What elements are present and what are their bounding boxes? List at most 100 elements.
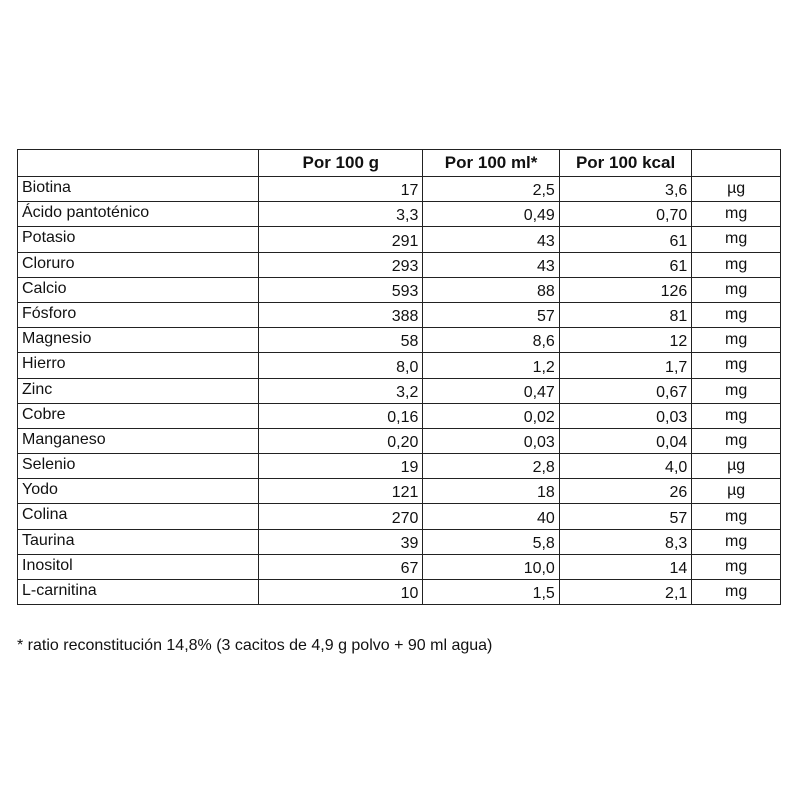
table-row: Cobre 0,16 0,02 0,03 mg	[16, 402, 781, 429]
nutrient-name: Biotina	[16, 175, 260, 203]
value-cell: 43	[422, 251, 560, 278]
column-header	[691, 149, 781, 177]
nutrient-name: Magnesio	[16, 327, 260, 354]
value-cell: 2,8	[422, 453, 560, 480]
value-cell: 593	[258, 276, 424, 303]
value-cell: 8,6	[422, 327, 560, 354]
value-cell: 14	[558, 553, 693, 581]
table-row: Yodo 121 18 26 µg	[16, 478, 781, 505]
value-cell: 1,7	[558, 352, 693, 379]
value-cell: 5,8	[422, 528, 560, 555]
unit-cell: µg	[691, 175, 781, 203]
value-cell: 61	[558, 226, 693, 253]
unit-cell: mg	[691, 226, 781, 253]
value-cell: 0,03	[422, 427, 560, 455]
value-cell: 81	[558, 301, 693, 329]
unit-cell: µg	[691, 478, 781, 505]
value-cell: 88	[422, 276, 560, 303]
value-cell: 4,0	[558, 453, 693, 480]
table-row: Cloruro 293 43 61 mg	[16, 251, 781, 278]
value-cell: 388	[258, 301, 424, 329]
value-cell: 2,5	[422, 175, 560, 203]
value-cell: 18	[422, 478, 560, 505]
nutrient-name: Inositol	[16, 553, 260, 581]
header-row: Por 100 g Por 100 ml* Por 100 kcal	[16, 149, 781, 177]
nutrient-name: L-carnitina	[16, 578, 260, 606]
unit-cell: mg	[691, 377, 781, 404]
value-cell: 2,1	[558, 578, 693, 606]
table-row: Zinc 3,2 0,47 0,67 mg	[16, 377, 781, 404]
value-cell: 0,70	[558, 201, 693, 228]
value-cell: 3,3	[258, 201, 424, 228]
nutrient-name: Ácido pantoténico	[16, 201, 260, 228]
value-cell: 121	[258, 478, 424, 505]
nutrient-name: Manganeso	[16, 427, 260, 455]
unit-cell: µg	[691, 453, 781, 480]
value-cell: 17	[258, 175, 424, 203]
table-row: Ácido pantoténico 3,3 0,49 0,70 mg	[16, 201, 781, 228]
table-row: Hierro 8,0 1,2 1,7 mg	[16, 352, 781, 379]
column-header: Por 100 kcal	[558, 149, 693, 177]
unit-cell: mg	[691, 402, 781, 429]
value-cell: 0,02	[422, 402, 560, 429]
table-row: L-carnitina 10 1,5 2,1 mg	[16, 578, 781, 606]
nutrient-name: Selenio	[16, 453, 260, 480]
nutrient-name: Potasio	[16, 226, 260, 253]
value-cell: 291	[258, 226, 424, 253]
nutrient-name: Calcio	[16, 276, 260, 303]
value-cell: 8,0	[258, 352, 424, 379]
value-cell: 0,16	[258, 402, 424, 429]
unit-cell: mg	[691, 503, 781, 530]
value-cell: 3,2	[258, 377, 424, 404]
unit-cell: mg	[691, 553, 781, 581]
table-row: Selenio 19 2,8 4,0 µg	[16, 453, 781, 480]
nutrient-name: Hierro	[16, 352, 260, 379]
unit-cell: mg	[691, 528, 781, 555]
value-cell: 39	[258, 528, 424, 555]
unit-cell: mg	[691, 301, 781, 329]
value-cell: 126	[558, 276, 693, 303]
unit-cell: mg	[691, 578, 781, 606]
unit-cell: mg	[691, 352, 781, 379]
unit-cell: mg	[691, 201, 781, 228]
value-cell: 0,67	[558, 377, 693, 404]
value-cell: 19	[258, 453, 424, 480]
table-row: Inositol 67 10,0 14 mg	[16, 553, 781, 581]
table-row: Biotina 17 2,5 3,6 µg	[16, 175, 781, 203]
table-row: Magnesio 58 8,6 12 mg	[16, 327, 781, 354]
value-cell: 10	[258, 578, 424, 606]
nutrient-name: Taurina	[16, 528, 260, 555]
value-cell: 26	[558, 478, 693, 505]
value-cell: 57	[558, 503, 693, 530]
value-cell: 12	[558, 327, 693, 354]
table-row: Calcio 593 88 126 mg	[16, 276, 781, 303]
nutrient-name: Colina	[16, 503, 260, 530]
value-cell: 43	[422, 226, 560, 253]
table-row: Fósforo 388 57 81 mg	[16, 301, 781, 329]
value-cell: 58	[258, 327, 424, 354]
nutrient-name: Cobre	[16, 402, 260, 429]
nutrient-name: Fósforo	[16, 301, 260, 329]
value-cell: 10,0	[422, 553, 560, 581]
column-header: Por 100 ml*	[422, 149, 560, 177]
column-header	[16, 149, 260, 177]
unit-cell: mg	[691, 327, 781, 354]
nutrient-name: Yodo	[16, 478, 260, 505]
unit-cell: mg	[691, 276, 781, 303]
value-cell: 40	[422, 503, 560, 530]
table-row: Colina 270 40 57 mg	[16, 503, 781, 530]
value-cell: 57	[422, 301, 560, 329]
value-cell: 67	[258, 553, 424, 581]
value-cell: 0,47	[422, 377, 560, 404]
nutrient-name: Cloruro	[16, 251, 260, 278]
value-cell: 0,20	[258, 427, 424, 455]
value-cell: 8,3	[558, 528, 693, 555]
nutrient-name: Zinc	[16, 377, 260, 404]
table-row: Potasio 291 43 61 mg	[16, 226, 781, 253]
nutrition-table: Por 100 g Por 100 ml* Por 100 kcal Biotina…	[16, 149, 781, 606]
table-row: Taurina 39 5,8 8,3 mg	[16, 528, 781, 555]
value-cell: 1,5	[422, 578, 560, 606]
value-cell: 270	[258, 503, 424, 530]
column-header: Por 100 g	[258, 149, 424, 177]
value-cell: 0,04	[558, 427, 693, 455]
